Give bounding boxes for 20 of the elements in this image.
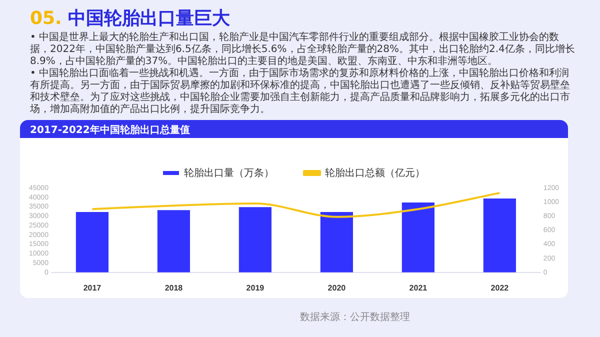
x-tick-label: 2020 (328, 283, 346, 292)
bar (76, 212, 109, 272)
x-tick-label: 2019 (246, 283, 265, 292)
legend-label: 轮胎出口总额（亿元） (325, 166, 425, 179)
chart-subtitle: 2017-2022年中国轮胎出口总量值 (20, 120, 568, 138)
chart-title: 05. 中国轮胎出口量巨大 (30, 7, 230, 30)
bar (483, 198, 516, 272)
bar (402, 202, 434, 272)
bar (320, 212, 353, 272)
text: • 中国轮胎出口面临着一些挑战和机遇。一方面，由于国际市场需求的复苏和原材料价格的上涨，中国轮胎出口价格和利润有所提高。另一方面，由于国际贸易摩擦的加剧和环保标准的提高，中国轮胎出口也遭遇了一些反倾销、反补贴等贸易壁垒和技术壁垒。为了应对这些挑战，中国轮胎企业需要加强自主创新能力，提高产品质量和品牌影响力，拓展多元化的出口市场，增加高附加值的产品出口比例，提升国际竞争力。 (30, 68, 571, 116)
x-tick-label: 2018 (164, 283, 184, 292)
x-tick-label: 2017 (83, 283, 102, 292)
text: • 中国是世界上最大的轮胎生产和出口国，轮胎产业是中国汽车零部件行业的重要组成部分。根据中国橡胶工业协会的数据，2022年，中国轮胎产量达到6.5亿条，同比增长5.6%，占全球轮胎产量的28%。其中，出口轮胎约2.4亿条，同比增长8.9%，占中国轮胎产量的37%。中国轮胎出口的主要目的地是美国、欧盟、东南亚、中东和非洲等地区。 (30, 32, 576, 68)
x-tick-label: 2022 (490, 283, 510, 292)
source-note: 数据来源：公开数据整理 (300, 310, 410, 324)
legend-label: 轮胎出口量（万条） (184, 166, 274, 179)
line-series (91, 192, 501, 218)
bar (238, 207, 272, 272)
bar (157, 210, 190, 272)
x-tick-label: 2021 (409, 283, 428, 292)
